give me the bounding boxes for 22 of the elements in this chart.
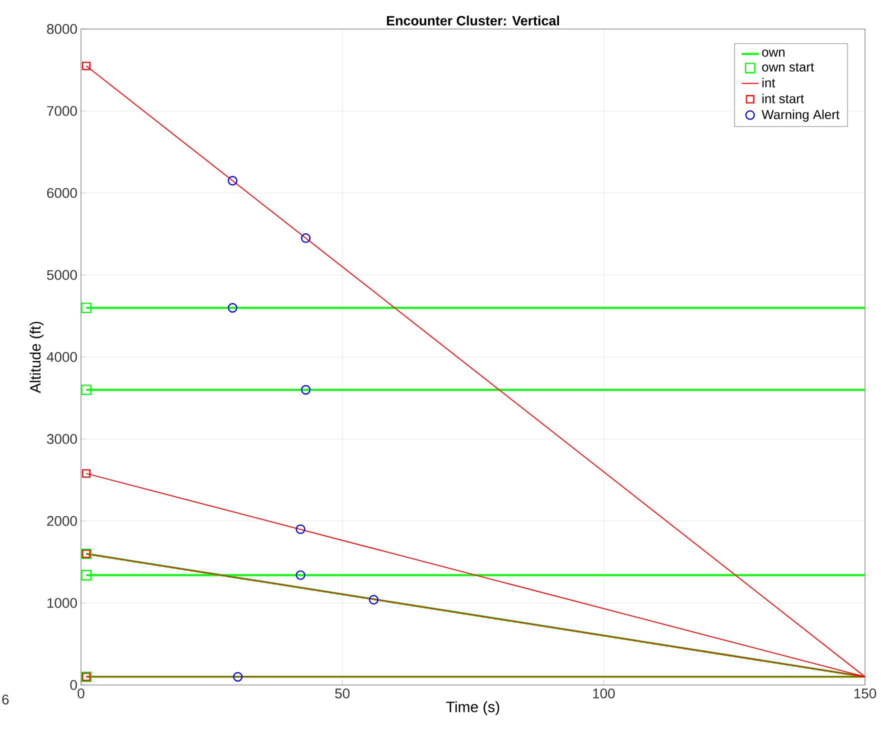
legend-label: Warning Alert bbox=[762, 110, 840, 122]
x-tick-label: 0 bbox=[78, 688, 84, 698]
y-tick-label: 7000 bbox=[47, 106, 77, 116]
x-tick-label: 150 bbox=[854, 688, 876, 698]
x-axis-title: Time (s) bbox=[446, 701, 500, 716]
y-tick-label: 4000 bbox=[46, 352, 77, 362]
chart-title: Encounter Cluster: Vertical bbox=[386, 16, 559, 26]
x-tick-label: 100 bbox=[593, 688, 615, 698]
y-tick-label: 8000 bbox=[47, 24, 77, 34]
y-tick-label: 5000 bbox=[47, 270, 77, 280]
y-tick-label: 2000 bbox=[47, 516, 77, 526]
y-tick-label: 1000 bbox=[48, 598, 77, 608]
y-tick-label: 0 bbox=[70, 680, 77, 690]
x-tick-label: 50 bbox=[335, 688, 350, 698]
y-axis-title: Altitude (ft) bbox=[30, 322, 44, 394]
legend-label: own bbox=[762, 50, 785, 57]
legend-label: int start bbox=[762, 94, 804, 104]
legend-label: own start bbox=[762, 63, 814, 72]
text: 6 bbox=[2, 694, 9, 704]
y-tick-label: 3000 bbox=[46, 434, 77, 444]
y-tick-label: 6000 bbox=[47, 188, 77, 198]
legend-label: int bbox=[762, 78, 776, 88]
